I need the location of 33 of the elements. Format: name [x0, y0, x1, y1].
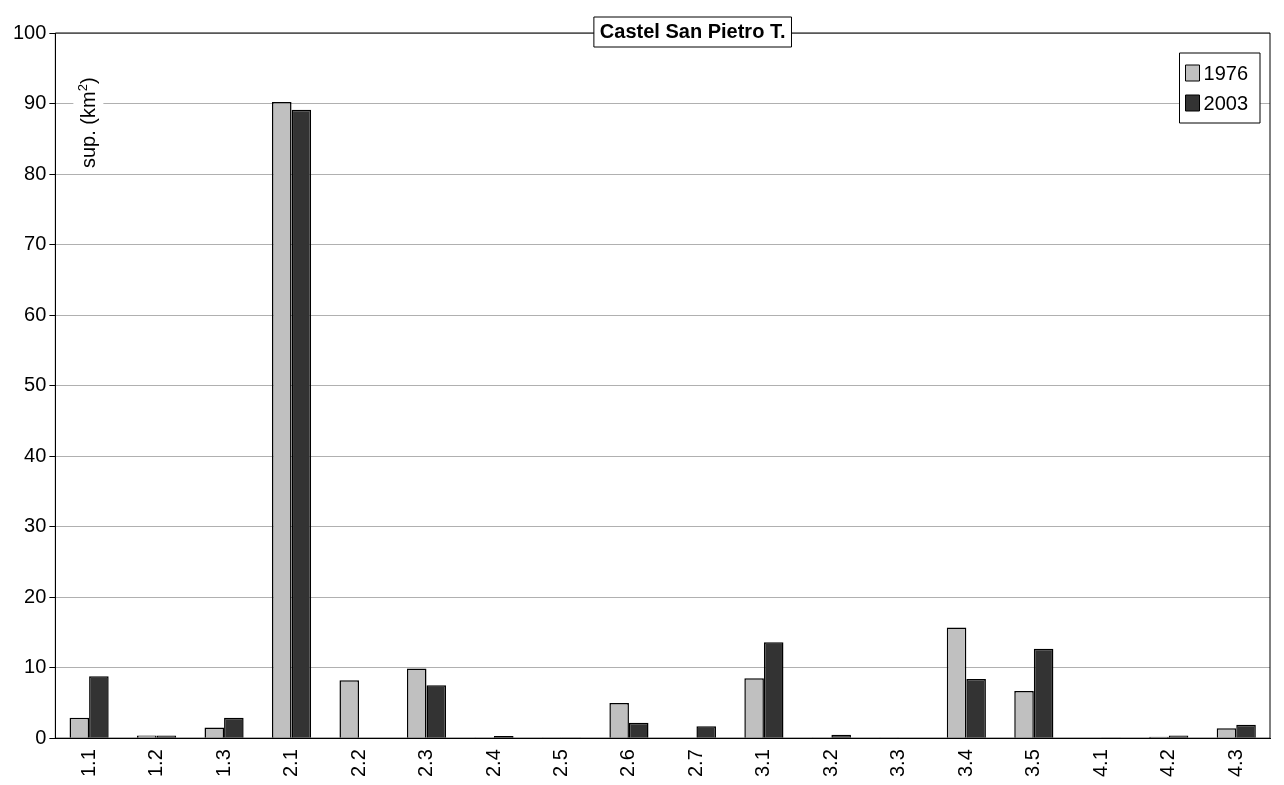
- x-tick-label: 2.5: [548, 749, 571, 778]
- y-tick-label: 10: [24, 655, 47, 678]
- x-tick-label: 2.1: [279, 749, 302, 778]
- y-tick-label: 100: [12, 20, 47, 43]
- x-tick-label: 2.6: [616, 749, 639, 778]
- y-tick-label: 70: [24, 232, 47, 255]
- x-tick-label: 1.1: [76, 749, 99, 778]
- x-tick-label: 4.2: [1156, 749, 1179, 778]
- x-tick-label: 3.5: [1021, 749, 1044, 778]
- y-axis-title: sup. (km2): [75, 77, 100, 168]
- x-tick-label: 3.4: [953, 749, 976, 778]
- x-tick-label: 3.2: [818, 749, 841, 778]
- chart-title: Castel San Pietro T.: [599, 19, 786, 42]
- x-tick-label: 4.3: [1223, 749, 1246, 778]
- y-tick-label: 90: [24, 91, 47, 114]
- legend-label: 2003: [1203, 91, 1249, 114]
- x-tick-label: 2.2: [346, 749, 369, 778]
- y-tick-label: 80: [24, 161, 47, 184]
- y-tick-label: 0: [35, 725, 47, 748]
- y-tick-label: 40: [24, 443, 47, 466]
- y-tick-label: 50: [24, 373, 47, 396]
- x-tick-label: 3.3: [886, 749, 909, 778]
- y-tick-label: 60: [24, 302, 47, 325]
- y-tick-label: 20: [24, 584, 47, 607]
- x-tick-label: 4.1: [1088, 749, 1111, 778]
- x-tick-label: 1.2: [144, 749, 167, 778]
- x-tick-label: 1.3: [211, 749, 234, 778]
- y-tick-label: 30: [24, 514, 47, 537]
- legend-label: 1976: [1203, 61, 1249, 84]
- x-tick-label: 2.3: [414, 749, 437, 778]
- x-tick-label: 2.4: [481, 749, 504, 778]
- x-tick-label: 2.7: [683, 749, 706, 778]
- x-tick-label: 3.1: [751, 749, 774, 778]
